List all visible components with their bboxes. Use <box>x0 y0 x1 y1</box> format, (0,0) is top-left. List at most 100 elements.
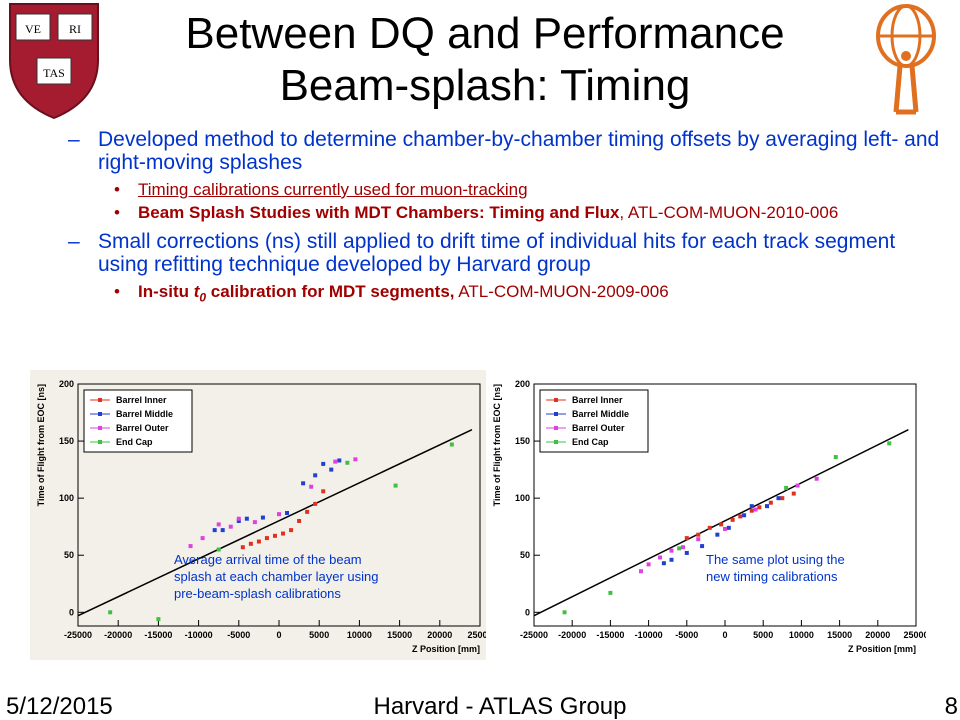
plot-annotation-line: pre-beam-splash calibrations <box>174 586 341 601</box>
data-point <box>658 555 663 560</box>
legend-label: Barrel Inner <box>572 395 623 405</box>
harvard-shield-logo: VE RI TAS <box>9 3 99 120</box>
data-point <box>236 518 241 523</box>
legend-label: Barrel Inner <box>116 395 167 405</box>
data-point <box>749 508 754 513</box>
x-tick-label: 20000 <box>865 630 890 640</box>
data-point <box>248 541 253 546</box>
insitu-note-id: ATL-COM-MUON-2009-006 <box>454 282 669 301</box>
data-point <box>791 491 796 496</box>
bullet-list: – Developed method to determine chamber-… <box>68 128 948 311</box>
legend-swatch <box>98 398 102 402</box>
footer-date: 5/12/2015 <box>6 693 113 720</box>
title-line-2: Beam-splash: Timing <box>279 61 691 110</box>
data-point <box>680 545 685 550</box>
data-point <box>696 532 701 537</box>
logo-letters-ve: VE <box>25 22 41 36</box>
data-point <box>216 522 221 527</box>
x-tick-label: 15000 <box>387 630 412 640</box>
insitu-note-sub0: 0 <box>199 290 207 305</box>
data-point <box>608 590 613 595</box>
data-point <box>200 536 205 541</box>
calibrations-link[interactable]: Timing calibrations currently used for m… <box>138 180 528 199</box>
x-tick-label: -15000 <box>596 630 624 640</box>
data-point <box>216 547 221 552</box>
bullet-corrections: – Small corrections (ns) still applied t… <box>68 230 948 276</box>
data-point <box>776 496 781 501</box>
plot-annotation-line: new timing calibrations <box>706 569 838 584</box>
y-tick-label: 150 <box>515 436 530 446</box>
plot-annotation-line: Average arrival time of the beam <box>174 552 362 567</box>
data-point <box>661 561 666 566</box>
y-tick-label: 0 <box>525 607 530 617</box>
legend-swatch <box>98 426 102 430</box>
y-tick-label: 100 <box>59 493 74 503</box>
data-point <box>236 516 241 521</box>
plot-annotation-line: The same plot using the <box>706 552 845 567</box>
slide-title: Between DQ and Performance Beam-splash: … <box>110 8 860 112</box>
data-point <box>309 484 314 489</box>
data-point <box>260 515 265 520</box>
data-point <box>240 545 245 550</box>
data-point <box>353 457 358 462</box>
data-point <box>646 562 651 567</box>
x-tick-label: -10000 <box>185 630 213 640</box>
insitu-note-title-b: calibration for MDT segments, <box>206 282 455 301</box>
y-tick-label: 200 <box>59 379 74 389</box>
data-point <box>684 550 689 555</box>
x-tick-label: -5000 <box>227 630 250 640</box>
beam-splash-note-id: , ATL-COM-MUON-2010-006 <box>619 203 839 222</box>
x-tick-label: 5000 <box>309 630 329 640</box>
data-point <box>313 501 318 506</box>
data-point <box>707 525 712 530</box>
dot-marker: • <box>114 203 120 222</box>
data-point <box>669 548 674 553</box>
data-point <box>738 514 743 519</box>
x-tick-label: 0 <box>276 630 281 640</box>
data-point <box>321 461 326 466</box>
data-point <box>638 569 643 574</box>
data-point <box>814 476 819 481</box>
data-point <box>345 460 350 465</box>
data-point <box>108 610 113 615</box>
legend-swatch <box>554 398 558 402</box>
data-point <box>228 524 233 529</box>
y-tick-label: 100 <box>515 493 530 503</box>
data-point <box>768 500 773 505</box>
logo-letters-ri: RI <box>69 22 81 36</box>
data-point <box>765 504 770 509</box>
data-point <box>749 504 754 509</box>
data-point <box>272 533 277 538</box>
x-axis-label: Z Position [mm] <box>848 644 916 654</box>
data-point <box>784 485 789 490</box>
data-point <box>726 525 731 530</box>
data-point <box>321 489 326 494</box>
data-point <box>757 505 762 510</box>
dot-marker: • <box>114 282 120 301</box>
data-point <box>795 483 800 488</box>
y-axis-label: Time of Flight from EOC [ns] <box>36 384 46 506</box>
data-point <box>333 459 338 464</box>
data-point <box>719 522 724 527</box>
plot-left-svg: -25000 -20000 -15000 -10000 -5000 0 5000 10000 1… <box>30 370 490 660</box>
data-point <box>393 483 398 488</box>
sub-bullet-insitu-note: • In-situ t0 calibration for MDT segment… <box>108 282 948 307</box>
atlas-logo <box>876 4 936 115</box>
x-tick-label: 10000 <box>347 630 372 640</box>
legend-label: Barrel Middle <box>572 409 629 419</box>
data-point <box>742 513 747 518</box>
data-point <box>833 455 838 460</box>
data-point <box>449 442 454 447</box>
data-point <box>289 528 294 533</box>
data-point <box>285 510 290 515</box>
legend-swatch <box>554 440 558 444</box>
bullet-method: – Developed method to determine chamber-… <box>68 128 948 174</box>
x-tick-label: -20000 <box>104 630 132 640</box>
plot-left: -25000 -20000 -15000 -10000 -5000 0 5000 10000 1… <box>30 370 490 660</box>
data-point <box>252 520 257 525</box>
y-axis-label: Time of Flight from EOC [ns] <box>492 384 502 506</box>
data-point <box>669 557 674 562</box>
legend-label: Barrel Outer <box>116 423 169 433</box>
data-point <box>715 532 720 537</box>
x-tick-label: 0 <box>722 630 727 640</box>
